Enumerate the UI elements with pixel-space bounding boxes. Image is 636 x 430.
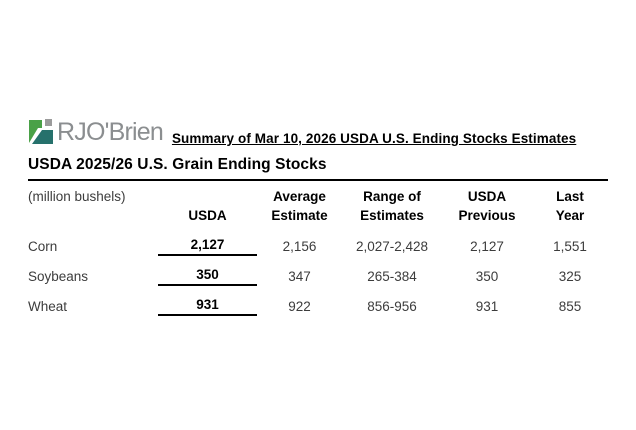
- table-header-row: (million bushels) USDA Average Estimate R…: [28, 187, 608, 225]
- rjo-brien-logo: RJO'Brien: [28, 115, 164, 149]
- section-title: USDA 2025/26 U.S. Grain Ending Stocks: [28, 156, 608, 181]
- table-body: Corn 2,127 2,156 2,027-2,428 2,127 1,551…: [28, 231, 608, 321]
- usda-previous-value: 350: [475, 268, 499, 284]
- average-estimate-value: 922: [288, 298, 311, 314]
- last-year-value: 855: [558, 298, 582, 314]
- table-row-soybeans: Soybeans 350 347 265-384 350 325: [28, 261, 608, 291]
- column-header-range-of-estimates: Range of Estimates: [360, 189, 424, 223]
- usda-previous-value: 2,127: [470, 238, 504, 254]
- range-of-estimates-value: 2,027-2,428: [355, 238, 429, 254]
- table-row-wheat: Wheat 931 922 856-956 931 855: [28, 291, 608, 321]
- commodity-label: Wheat: [28, 298, 68, 314]
- commodity-label: Corn: [28, 238, 58, 254]
- report-title: Summary of Mar 10, 2026 USDA U.S. Ending…: [171, 131, 577, 146]
- masthead: RJO'Brien Summary of Mar 10, 2026 USDA U…: [28, 111, 608, 149]
- commodity-label: Soybeans: [28, 268, 89, 284]
- rjo-brien-logo-text: RJO'Brien: [57, 117, 164, 146]
- average-estimate-value: 2,156: [282, 238, 317, 254]
- rjo-brien-logo-icon: [29, 119, 53, 144]
- range-of-estimates-value: 856-956: [367, 298, 417, 314]
- usda-value: 350: [158, 267, 257, 286]
- last-year-value: 1,551: [553, 238, 587, 254]
- table-row-corn: Corn 2,127 2,156 2,027-2,428 2,127 1,551: [28, 231, 608, 261]
- column-header-last-year: Last Year: [555, 189, 585, 223]
- usda-value: 2,127: [158, 237, 257, 256]
- usda-value: 931: [158, 297, 257, 316]
- column-header-average-estimate: Average Estimate: [271, 189, 328, 223]
- last-year-value: 325: [558, 268, 582, 284]
- average-estimate-value: 347: [288, 268, 311, 284]
- report-content: RJO'Brien Summary of Mar 10, 2026 USDA U…: [28, 111, 608, 321]
- range-of-estimates-value: 265-384: [367, 268, 417, 284]
- units-label: (million bushels): [28, 189, 126, 204]
- column-header-usda-previous: USDA Previous: [458, 189, 516, 223]
- column-header-usda: USDA: [188, 208, 227, 223]
- usda-previous-value: 931: [475, 298, 499, 314]
